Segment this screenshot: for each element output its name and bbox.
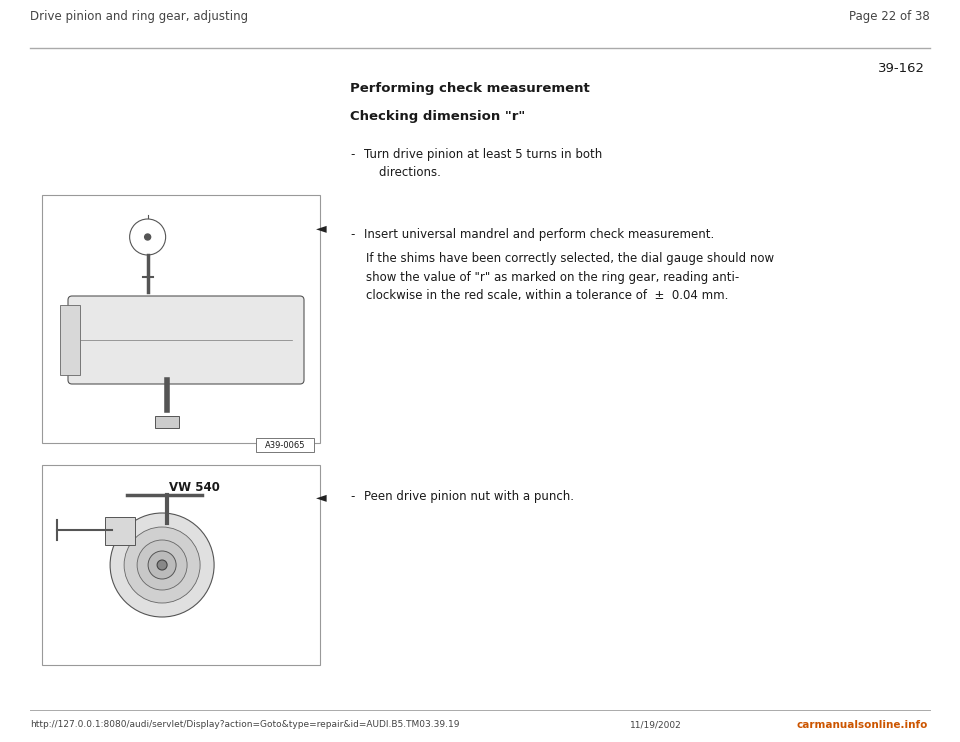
Text: Performing check measurement: Performing check measurement: [350, 82, 589, 95]
Text: A39-0065: A39-0065: [265, 441, 305, 450]
Circle shape: [124, 527, 200, 603]
Bar: [256, 438, 314, 452]
FancyBboxPatch shape: [156, 416, 180, 428]
Circle shape: [137, 540, 187, 590]
Text: ◄: ◄: [317, 221, 327, 235]
Circle shape: [130, 219, 166, 255]
Text: Checking dimension "r": Checking dimension "r": [350, 110, 525, 123]
Circle shape: [157, 560, 167, 570]
Text: -: -: [350, 148, 354, 161]
Text: ◄: ◄: [317, 490, 327, 504]
Text: VW 540: VW 540: [170, 481, 221, 494]
Circle shape: [145, 234, 151, 240]
FancyBboxPatch shape: [68, 296, 304, 384]
Text: carmanualsonline.info: carmanualsonline.info: [797, 720, 928, 730]
Text: -: -: [350, 490, 354, 503]
FancyBboxPatch shape: [60, 305, 80, 375]
Text: http://127.0.0.1:8080/audi/servlet/Display?action=Goto&type=repair&id=AUDI.B5.TM: http://127.0.0.1:8080/audi/servlet/Displ…: [30, 720, 460, 729]
Bar: [42, 195, 320, 443]
Text: Page 22 of 38: Page 22 of 38: [850, 10, 930, 23]
Text: Insert universal mandrel and perform check measurement.: Insert universal mandrel and perform che…: [364, 228, 714, 241]
Circle shape: [110, 513, 214, 617]
Text: 11/19/2002: 11/19/2002: [630, 720, 682, 729]
Text: -: -: [350, 228, 354, 241]
Text: Turn drive pinion at least 5 turns in both
    directions.: Turn drive pinion at least 5 turns in bo…: [364, 148, 602, 179]
Text: 39-162: 39-162: [878, 62, 925, 75]
Text: Drive pinion and ring gear, adjusting: Drive pinion and ring gear, adjusting: [30, 10, 248, 23]
Circle shape: [148, 551, 176, 579]
Text: If the shims have been correctly selected, the dial gauge should now
show the va: If the shims have been correctly selecte…: [366, 252, 774, 302]
FancyBboxPatch shape: [105, 517, 135, 545]
Bar: [42, 465, 320, 665]
Text: Peen drive pinion nut with a punch.: Peen drive pinion nut with a punch.: [364, 490, 574, 503]
